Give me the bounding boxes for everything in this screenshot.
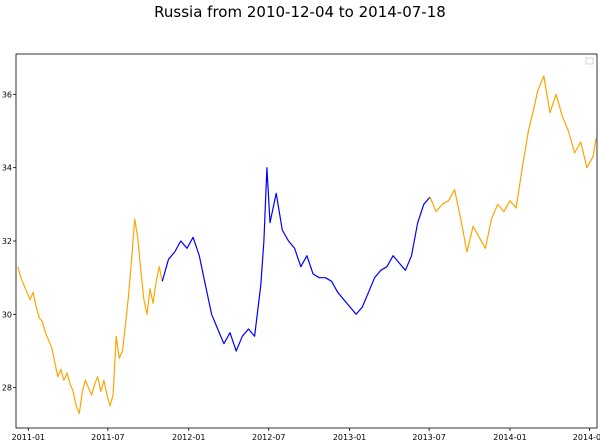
x-tick-label: 2013-01: [333, 433, 366, 442]
chart-title: Russia from 2010-12-04 to 2014-07-18: [154, 3, 446, 21]
y-tick-label: 32: [2, 237, 12, 246]
series-line-1: [17, 218, 163, 414]
y-tick-label: 30: [2, 310, 12, 319]
y-tick-label: 36: [2, 90, 12, 99]
y-tick-label: 28: [2, 384, 12, 393]
plot-frame: [15, 53, 598, 429]
x-tick-label: 2012-01: [172, 433, 205, 442]
legend-box: [585, 57, 594, 65]
y-tick-label: 34: [2, 164, 12, 173]
series-line-2: [161, 167, 431, 352]
x-tick-label: 2012-07: [252, 433, 285, 442]
x-tick-label: 2014-07: [573, 433, 600, 442]
x-tick-label: 2011-01: [12, 433, 45, 442]
series-line-3: [429, 75, 597, 253]
x-tick-label: 2013-07: [412, 433, 445, 442]
x-tick-label: 2011-07: [91, 433, 124, 442]
x-tick-label: 2014-01: [493, 433, 526, 442]
